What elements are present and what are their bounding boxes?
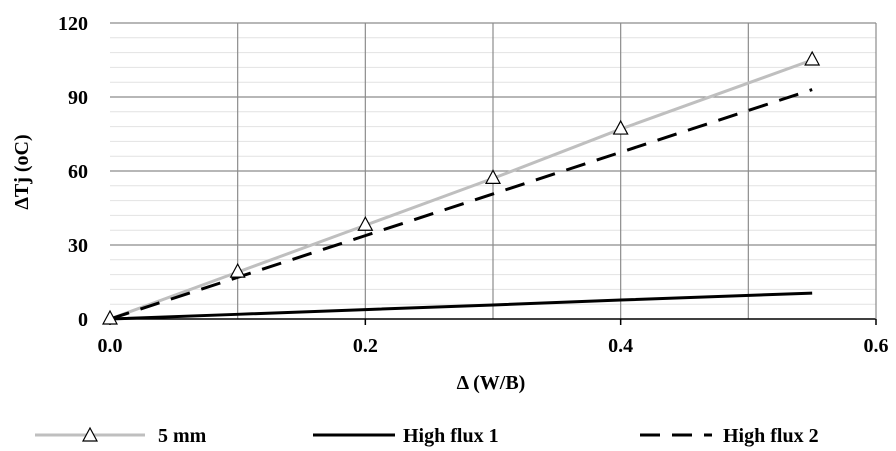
legend-item-high-flux-2: High flux 2	[640, 425, 819, 447]
y-tick-label: 120	[58, 13, 88, 35]
x-tick-label: 0.0	[98, 335, 123, 357]
data-point-marker	[229, 262, 246, 278]
x-tick-label: 0.2	[353, 335, 378, 357]
y-tick-label: 30	[68, 235, 88, 257]
y-axis-title: ΔTj (oC)	[11, 134, 33, 209]
legend-label-high-flux-1: High flux 1	[403, 425, 499, 447]
y-tick-label: 90	[68, 87, 88, 109]
tick-labels: 0 30 60 90 120 0.0 0.2 0.4 0.6	[58, 13, 889, 357]
series-line-3	[109, 88, 813, 321]
y-tick-label: 0	[78, 309, 88, 331]
legend-label-5mm: 5 mm	[158, 425, 207, 447]
series-layer	[101, 50, 821, 325]
x-tick-label: 0.6	[864, 335, 889, 357]
axes	[109, 23, 877, 325]
series-line-2	[109, 291, 813, 321]
data-point-marker	[101, 309, 119, 325]
data-point-marker	[484, 169, 502, 184]
legend: 5 mm High flux 1 High flux 2	[35, 425, 819, 447]
series-line-1	[109, 58, 813, 321]
legend-marker-5mm	[81, 426, 99, 442]
legend-item-5mm: 5 mm	[35, 425, 207, 447]
x-tick-label: 0.4	[608, 335, 633, 357]
x-axis-title: Δ (W/B)	[457, 372, 526, 394]
data-point-marker	[612, 119, 629, 135]
y-tick-label: 60	[68, 161, 88, 183]
data-point-marker	[357, 216, 374, 231]
legend-label-high-flux-2: High flux 2	[723, 425, 819, 447]
legend-item-high-flux-1: High flux 1	[313, 425, 499, 447]
data-point-marker	[804, 50, 821, 66]
